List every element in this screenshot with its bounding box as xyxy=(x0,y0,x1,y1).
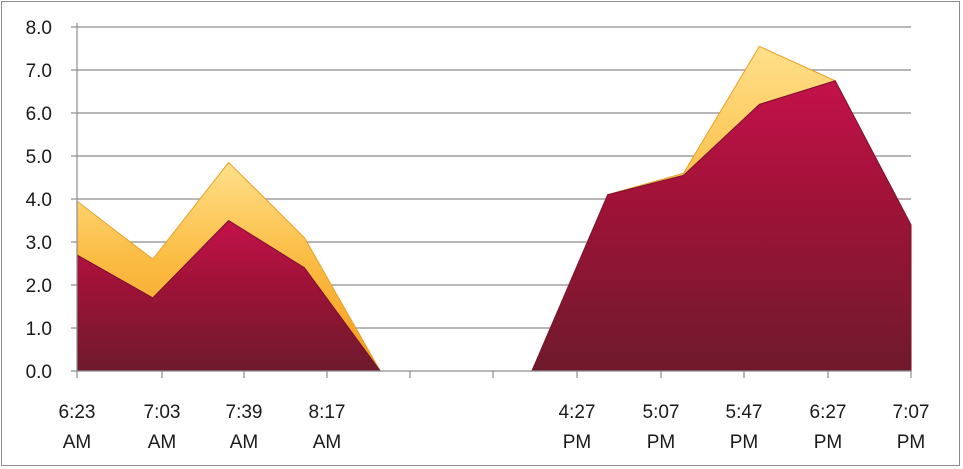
x-tick-label: 4:27 xyxy=(559,402,596,423)
x-tick-label-period: AM xyxy=(230,432,259,453)
y-tick-label: 6.0 xyxy=(26,104,52,125)
y-tick-label: 4.0 xyxy=(26,190,52,211)
series-2-area xyxy=(531,80,912,372)
y-tick-label: 1.0 xyxy=(26,319,52,340)
x-tick-label-period: PM xyxy=(730,432,759,453)
x-tick-label: 7:39 xyxy=(226,402,263,423)
x-tick-label-period: PM xyxy=(563,432,592,453)
axes xyxy=(71,23,912,378)
series-areas xyxy=(76,45,912,372)
x-tick-label: 6:23 xyxy=(59,402,96,423)
x-tick-label: 8:17 xyxy=(309,402,346,423)
x-tick-label-period: PM xyxy=(897,432,926,453)
x-tick-label-period: AM xyxy=(63,432,92,453)
x-tick-label-period: AM xyxy=(313,432,342,453)
y-tick-label: 7.0 xyxy=(26,61,52,82)
y-tick-label: 5.0 xyxy=(26,147,52,168)
x-tick-label: 6:27 xyxy=(810,402,847,423)
x-tick-label-period: PM xyxy=(647,432,676,453)
x-tick-label: 7:03 xyxy=(144,402,181,423)
y-tick-label: 3.0 xyxy=(26,233,52,254)
x-tick-label: 7:07 xyxy=(893,402,930,423)
tick-labels: 0.0 1.0 2.0 3.0 4.0 5.0 6.0 7.0 8.0 6:23 AM 7:03 AM 7… xyxy=(26,18,930,453)
y-tick-label: 0.0 xyxy=(26,362,52,383)
x-tick-label-period: AM xyxy=(148,432,177,453)
y-tick-label: 8.0 xyxy=(26,18,52,39)
y-tick-label: 2.0 xyxy=(26,276,52,297)
x-tick-label: 5:07 xyxy=(643,402,680,423)
x-tick-label: 5:47 xyxy=(726,402,763,423)
x-tick-label-period: PM xyxy=(814,432,843,453)
